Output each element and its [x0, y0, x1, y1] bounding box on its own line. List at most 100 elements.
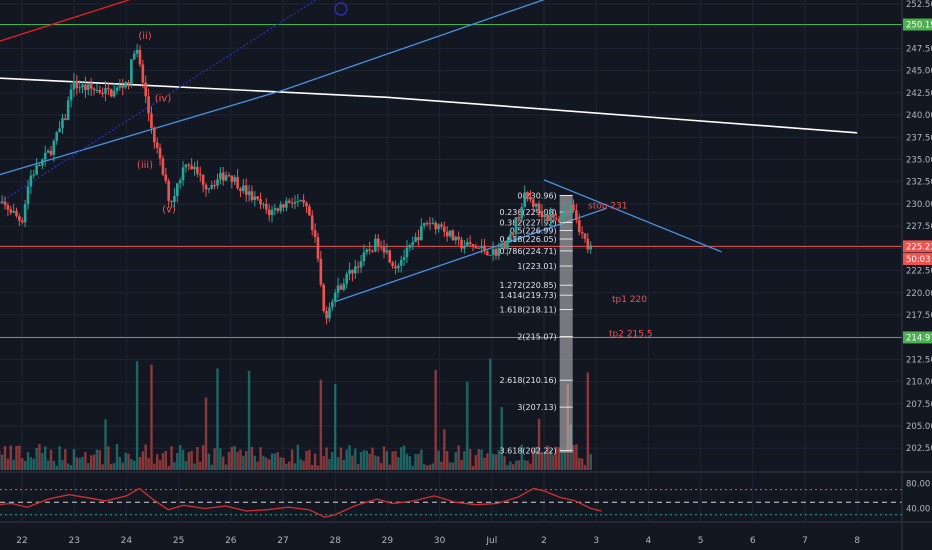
candle-body [3, 201, 7, 206]
candle-body [445, 231, 449, 237]
price-tick-label: 220.00 [906, 289, 932, 299]
volume-bar [583, 464, 587, 470]
volume-bar [127, 453, 130, 470]
time-tick-label: 7 [802, 536, 808, 546]
candle-body [178, 180, 182, 184]
price-badge-label: 225.22 [906, 242, 932, 252]
candle-body [583, 233, 587, 239]
candle-body [167, 180, 170, 201]
volume-bar [500, 407, 503, 470]
volume-bar [532, 449, 535, 470]
volume-bar [219, 448, 222, 470]
volume-bar [316, 465, 320, 470]
volume-bar [351, 455, 354, 470]
volume-bar [420, 449, 423, 470]
candle-body [259, 199, 262, 205]
candle-body [408, 245, 412, 248]
candle-body [572, 204, 575, 211]
candle-body [356, 266, 360, 268]
volume-bar [365, 450, 368, 470]
candle-body [463, 246, 466, 249]
volume-bar [210, 464, 213, 470]
candle-body [468, 242, 472, 245]
volume-bar [336, 457, 340, 470]
candle-body [49, 150, 53, 155]
candle-body [371, 250, 374, 252]
candle-body [285, 200, 288, 208]
volume-bar [589, 454, 592, 470]
trend-line [0, 0, 317, 204]
candle-body [422, 223, 426, 226]
volume-bar [296, 444, 300, 470]
candle-body [132, 53, 136, 60]
candle-body [9, 209, 13, 213]
fib-level-label: 0.5(226.99) [510, 227, 557, 236]
trade-annotation: tp1 220 [612, 295, 647, 305]
candle-body [236, 177, 239, 189]
volume-bar [230, 446, 234, 470]
fib-level-label: 0.618(226.05) [500, 235, 557, 244]
candle-body [84, 84, 87, 90]
candle-body [118, 85, 122, 88]
candle-body [471, 244, 475, 247]
price-tick-label: 252.50 [906, 0, 932, 10]
volume-bar [78, 458, 81, 470]
candle-body [216, 179, 219, 186]
price-tick-label: 222.50 [906, 267, 932, 277]
candle-body [41, 159, 44, 166]
candle-body [514, 217, 518, 235]
candle-body [465, 242, 469, 247]
candle-body [187, 164, 191, 166]
candle-body [141, 64, 145, 83]
candle-body [448, 230, 452, 237]
volume-bar [457, 445, 460, 470]
volume-bar [402, 445, 406, 470]
volume-bar [75, 457, 79, 470]
volume-bar [382, 446, 386, 470]
candle-body [210, 185, 214, 189]
trend-line [543, 179, 722, 253]
candle-body [509, 234, 512, 241]
candle-body [170, 200, 173, 203]
volume-bar [38, 444, 41, 470]
candle-body [359, 261, 363, 268]
volume-bar [58, 446, 61, 470]
candle-body [224, 175, 228, 181]
candle-body [81, 84, 84, 88]
volume-bar [98, 450, 101, 470]
candle-body [98, 90, 102, 93]
volume-bar [190, 450, 193, 470]
candle-body [155, 142, 159, 148]
price-tick-label: 210.00 [906, 378, 932, 388]
candle-body [557, 219, 561, 223]
volume-bar [181, 449, 185, 470]
price-badge [903, 18, 932, 31]
volume-bar [311, 464, 314, 470]
volume-bar [0, 454, 4, 470]
candle-body [517, 217, 521, 219]
volume-bar [354, 448, 357, 470]
candle-body [124, 82, 127, 88]
volume-bar [526, 460, 529, 470]
candle-body [75, 80, 79, 89]
candle-body [20, 220, 24, 223]
volume-bar [359, 452, 363, 470]
volume-bar [414, 453, 417, 470]
fib-level-label: 2(215.07) [517, 333, 556, 342]
volume-bar [216, 368, 219, 470]
candle-body [313, 230, 317, 238]
volume-bar [107, 446, 110, 470]
candle-body [497, 247, 501, 256]
candle-body [138, 49, 142, 65]
volume-bar [55, 465, 58, 470]
candle-body [345, 274, 348, 284]
volume-bar [155, 454, 159, 470]
volume-bar [273, 453, 277, 470]
candle-body [425, 223, 429, 225]
volume-bar [494, 454, 498, 470]
fib-level-label: 0.786(224.71) [500, 247, 557, 256]
time-tick-label: 23 [68, 536, 79, 546]
price-tick-label: 205.00 [906, 422, 932, 432]
price-badge [903, 240, 932, 253]
